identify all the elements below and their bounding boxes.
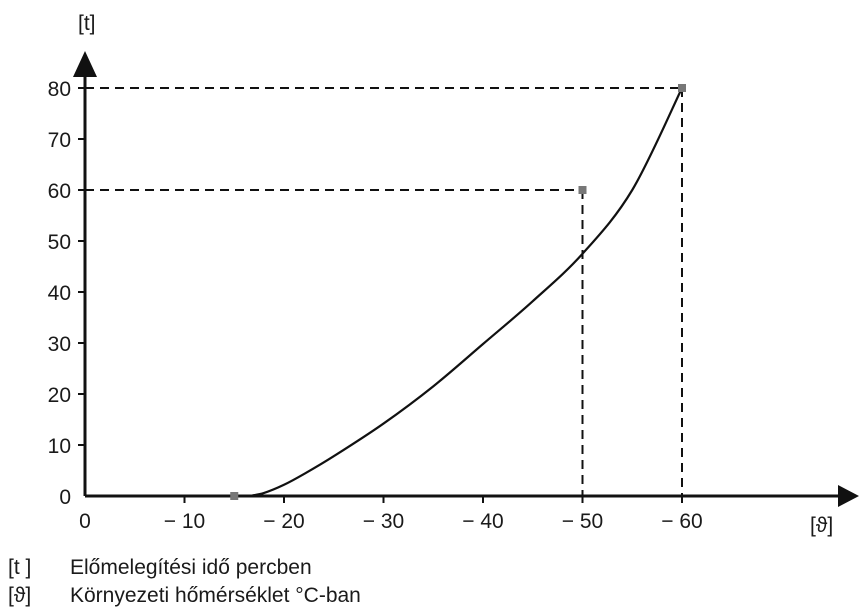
- y-axis-arrow: [73, 51, 97, 77]
- legend-row-t: [t ] Előmelegítési idő percben: [8, 554, 361, 582]
- data-point-marker: [230, 492, 239, 500]
- x-tick-label: − 40: [462, 510, 503, 533]
- reference-lines: [85, 87, 683, 496]
- y-tick-label: 50: [48, 231, 71, 254]
- x-axis-label: [ϑ]: [810, 514, 833, 537]
- x-tick-label: 0: [79, 510, 91, 533]
- y-tick-label: 40: [48, 282, 71, 305]
- y-tick-label: 80: [48, 78, 71, 101]
- legend-key-t: [t ]: [8, 556, 32, 579]
- x-tick-label: − 60: [661, 510, 702, 533]
- x-axis-arrow: [838, 485, 859, 507]
- legend-row-theta: [ϑ] Környezeti hőmérséklet °C-ban: [8, 582, 361, 610]
- y-tick-label: 60: [48, 180, 71, 203]
- x-tick-label: − 50: [562, 510, 603, 533]
- markers: [230, 84, 686, 500]
- x-tick-label: − 10: [164, 510, 205, 533]
- legend-key-theta: [ϑ]: [8, 584, 32, 607]
- y-tick-label: 20: [48, 384, 71, 407]
- y-tick-label: 70: [48, 129, 71, 152]
- ticks: 0 10 20 30 40 50 60 70 80 0 − 10 − 20 − 30 − 40 − 50 − …: [48, 78, 703, 533]
- data-point-marker: [578, 186, 587, 194]
- y-tick-label: 30: [48, 333, 71, 356]
- series-line: [248, 87, 683, 498]
- axes: [73, 51, 859, 507]
- y-tick-label: 10: [48, 435, 71, 458]
- x-tick-label: − 20: [263, 510, 304, 533]
- x-tick-label: − 30: [363, 510, 404, 533]
- data-point-marker: [678, 84, 686, 92]
- series-curve-layer: [248, 87, 683, 498]
- y-tick-label: 0: [59, 486, 71, 509]
- y-axis-label: [t]: [78, 12, 96, 35]
- legend: [t ] Előmelegítési idő percben [ϑ] Körny…: [8, 554, 361, 610]
- legend-text-t: Előmelegítési idő percben: [70, 556, 312, 579]
- legend-text-theta: Környezeti hőmérséklet °C-ban: [70, 584, 361, 607]
- chart: 0 10 20 30 40 50 60 70 80 0 − 10 − 20 − 30 − 40 − 50 − …: [48, 12, 859, 537]
